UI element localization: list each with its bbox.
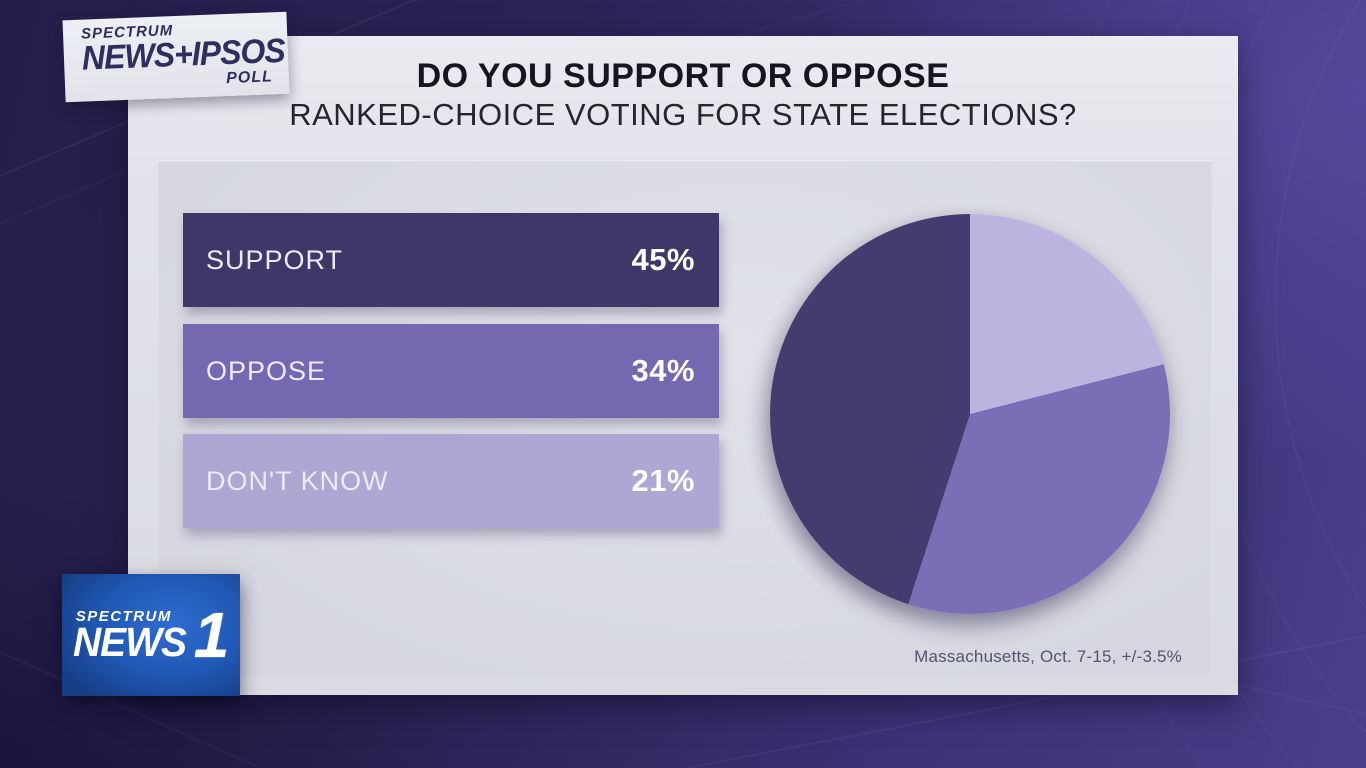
channel-logo-spectrum-text: SPECTRUM	[75, 607, 172, 625]
background-arc	[1275, 0, 1366, 768]
news-ipsos-poll-logo: SPECTRUM NEWS+IPSOS POLL	[62, 11, 290, 103]
poll-question: DO YOU SUPPORT OR OPPOSE RANKED-CHOICE V…	[128, 56, 1238, 132]
poll-logo-news-ipsos-text: NEWS+IPSOS	[81, 31, 286, 78]
poll-bar-value: 34%	[631, 353, 695, 388]
poll-question-line2: RANKED-CHOICE VOTING FOR STATE ELECTIONS…	[289, 96, 1077, 132]
channel-logo-numeral-1: 1	[193, 599, 230, 672]
poll-bar-row: SUPPORT 45%	[183, 213, 719, 307]
spectrum-news1-logo-text: SPECTRUM NEWS 1	[72, 599, 230, 672]
spectrum-news1-logo: SPECTRUM NEWS 1	[62, 574, 240, 696]
poll-bar-label: DON'T KNOW	[206, 465, 389, 496]
poll-bar-label: OPPOSE	[206, 355, 327, 386]
poll-bar-value: 21%	[631, 463, 695, 498]
poll-bar-row: OPPOSE 34%	[183, 324, 719, 418]
poll-slide-card: DO YOU SUPPORT OR OPPOSE RANKED-CHOICE V…	[128, 36, 1238, 695]
chart-panel: SUPPORT 45% OPPOSE 34% DON'T KNOW 21% Ma…	[158, 160, 1212, 677]
poll-bar-row: DON'T KNOW 21%	[183, 434, 719, 528]
poll-bar-value: 45%	[631, 242, 695, 277]
pie-chart	[770, 214, 1170, 614]
source-note: Massachusetts, Oct. 7-15, +/-3.5%	[914, 647, 1182, 666]
poll-question-line1: DO YOU SUPPORT OR OPPOSE	[416, 57, 950, 95]
channel-logo-news-text: NEWS	[72, 618, 187, 665]
poll-bar-label: SUPPORT	[206, 244, 344, 275]
